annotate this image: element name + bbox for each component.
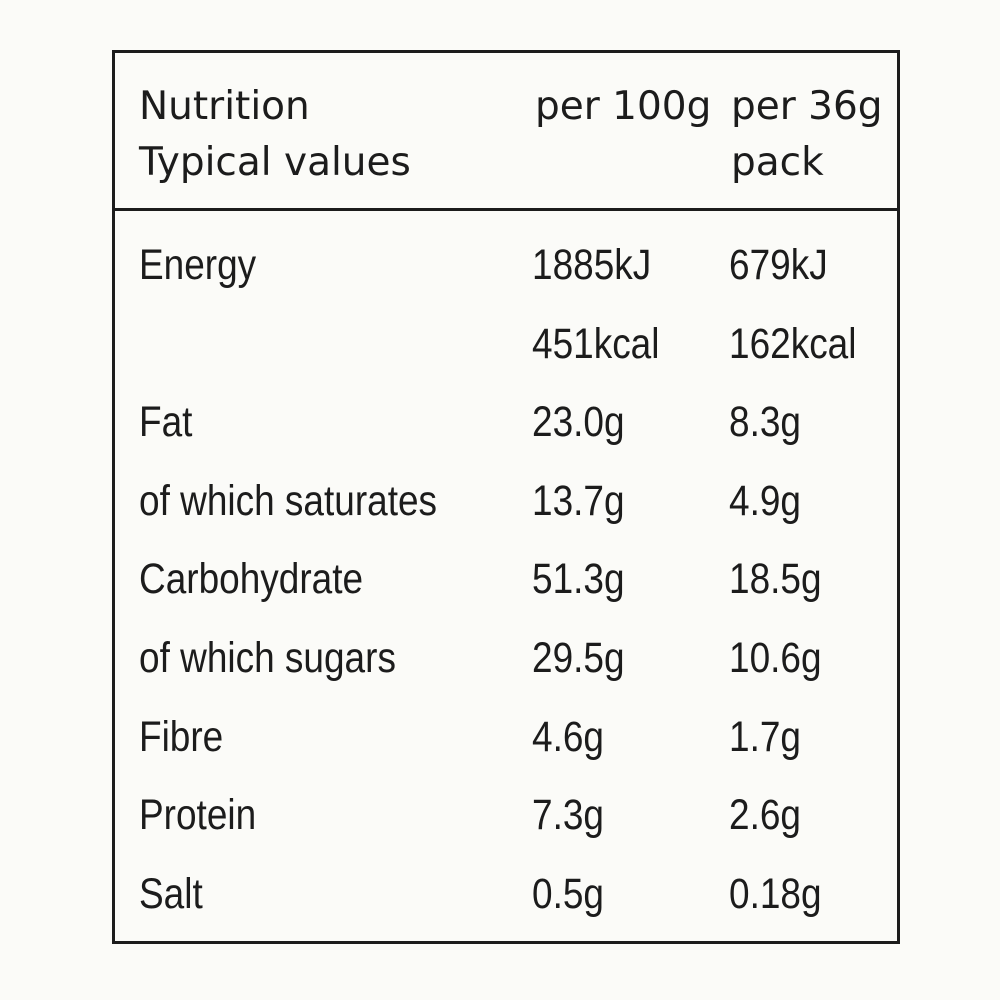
nutrient-label: Salt [139, 869, 203, 918]
table-row: Protein 7.3g 2.6g [115, 776, 897, 855]
per-pack-value: 8.3g [729, 398, 801, 447]
per-pack-value: 162kcal [729, 319, 857, 368]
nutrition-table: Nutrition Typical values per 100g per 36… [112, 50, 900, 944]
table-body: Energy 1885kJ 679kJ 451kcal 162kcal Fat … [115, 226, 897, 933]
nutrient-label: Energy [139, 241, 257, 289]
per-pack-value: 2.6g [729, 791, 801, 840]
header-per-100g-column: per 100g [535, 79, 711, 135]
per-100g-value: 23.0g [532, 398, 625, 447]
nutrient-label: Protein [139, 791, 257, 840]
nutrient-label: of which sugars [139, 633, 396, 682]
per-100g-value: 51.3g [532, 555, 625, 604]
per-100g-value: 4.6g [532, 712, 604, 761]
per-pack-value: 0.18g [729, 869, 822, 918]
header-nutrition: Nutrition [139, 84, 310, 129]
per-100g-value: 7.3g [532, 791, 604, 840]
header-per-pack-column: per 36g pack [731, 79, 883, 191]
header-pack: pack [731, 140, 824, 185]
header-typical-values: Typical values [139, 140, 411, 185]
nutrient-label: of which saturates [139, 476, 438, 525]
per-pack-value: 10.6g [729, 633, 822, 682]
table-row: of which saturates 13.7g 4.9g [115, 462, 897, 541]
table-row: Carbohydrate 51.3g 18.5g [115, 540, 897, 619]
nutrient-label: Carbohydrate [139, 555, 364, 604]
table-row: Energy 1885kJ 679kJ [115, 226, 897, 305]
per-100g-value: 29.5g [532, 633, 625, 682]
header-per-100g: per 100g [535, 84, 712, 129]
per-pack-value: 679kJ [729, 241, 828, 289]
header-label-column: Nutrition Typical values [139, 79, 411, 191]
table-row: of which sugars 29.5g 10.6g [115, 619, 897, 698]
nutrient-label: Fat [139, 398, 193, 447]
header-per-36g: per 36g [731, 84, 883, 129]
nutrient-label: Fibre [139, 712, 224, 761]
per-pack-value: 4.9g [729, 476, 801, 525]
per-pack-value: 1.7g [729, 712, 801, 761]
per-100g-value: 0.5g [532, 869, 604, 918]
table-row: Salt 0.5g 0.18g [115, 855, 897, 934]
per-100g-value: 1885kJ [532, 241, 652, 289]
table-header: Nutrition Typical values per 100g per 36… [115, 53, 897, 211]
table-row: Fat 23.0g 8.3g [115, 383, 897, 462]
per-pack-value: 18.5g [729, 555, 822, 604]
table-row: 451kcal 162kcal [115, 305, 897, 384]
per-100g-value: 13.7g [532, 476, 625, 525]
per-100g-value: 451kcal [532, 319, 660, 368]
table-row: Fibre 4.6g 1.7g [115, 698, 897, 777]
